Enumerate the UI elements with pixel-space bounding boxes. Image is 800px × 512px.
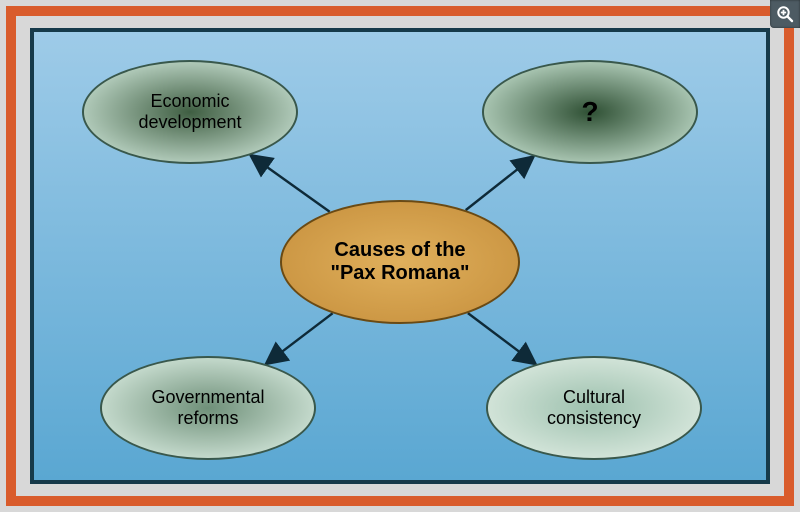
node-bl-line2: reforms — [151, 408, 264, 429]
node-bl-line1: Governmental — [151, 387, 264, 408]
node-unknown: ? — [482, 60, 698, 164]
node-center-line1: Causes of the — [330, 239, 469, 262]
node-governmental-reforms: Governmental reforms — [100, 356, 316, 460]
node-tl-line2: development — [138, 112, 241, 133]
node-tl-line1: Economic — [138, 91, 241, 112]
node-economic-development: Economic development — [82, 60, 298, 164]
node-center-line2: "Pax Romana" — [330, 262, 469, 285]
zoom-in-icon — [776, 5, 794, 23]
node-center-causes: Causes of the "Pax Romana" — [280, 200, 520, 324]
node-tr-line1: ? — [581, 96, 598, 128]
inner-frame: Economic development ? Governmental refo… — [30, 28, 770, 484]
node-br-line1: Cultural — [547, 387, 641, 408]
zoom-in-button[interactable] — [770, 0, 800, 28]
node-br-line2: consistency — [547, 408, 641, 429]
node-cultural-consistency: Cultural consistency — [486, 356, 702, 460]
